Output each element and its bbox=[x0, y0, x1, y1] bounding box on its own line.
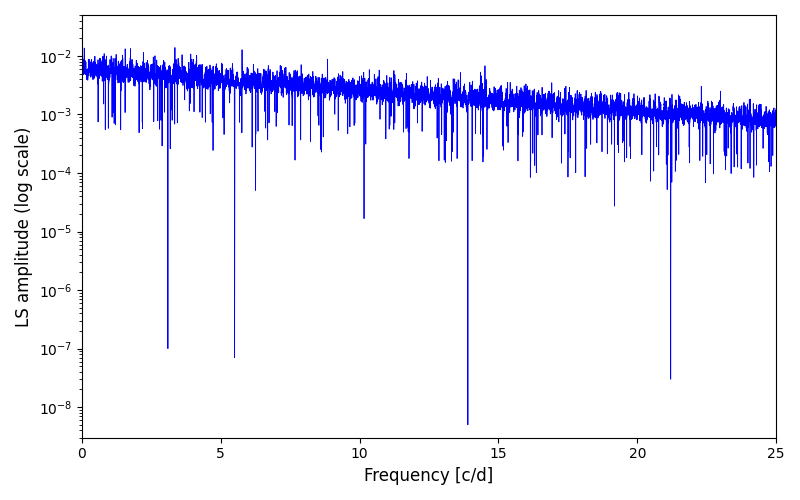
Y-axis label: LS amplitude (log scale): LS amplitude (log scale) bbox=[15, 126, 33, 326]
X-axis label: Frequency [c/d]: Frequency [c/d] bbox=[364, 467, 494, 485]
